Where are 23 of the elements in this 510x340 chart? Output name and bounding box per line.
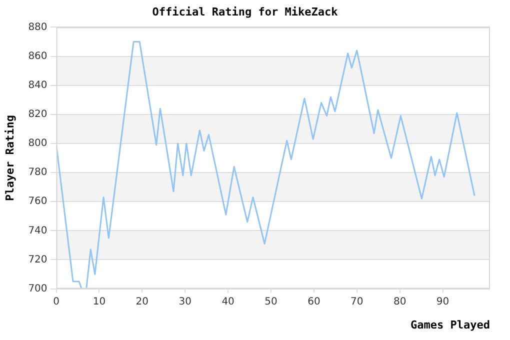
x-tick-label: 10 (92, 296, 106, 308)
x-tick-label: 70 (350, 296, 364, 308)
y-tick-label: 800 (28, 138, 48, 150)
y-tick-label: 860 (28, 50, 48, 62)
y-tick-label: 880 (28, 22, 48, 33)
x-tick-label: 90 (436, 296, 450, 308)
x-tick-label: 40 (222, 296, 234, 308)
x-axis-title: Games Played (410, 318, 490, 332)
y-tick-label: 700 (28, 283, 48, 294)
x-tick-label: 50 (264, 296, 278, 308)
y-tick-label: 840 (28, 80, 48, 91)
y-tick-label: 820 (28, 108, 48, 120)
chart-title: Official Rating for MikeZack (152, 5, 338, 18)
y-tick-label: 760 (28, 196, 48, 208)
y-tick-label: 720 (28, 254, 48, 266)
x-tick-label: 20 (136, 296, 149, 308)
x-tick-label: 0 (53, 296, 60, 308)
y-axis-title: Player Rating (3, 114, 16, 202)
x-tick-label: 30 (178, 296, 192, 308)
x-tick-label: 60 (308, 296, 320, 308)
x-tick-label: 80 (393, 296, 406, 308)
y-tick-label: 780 (28, 167, 48, 178)
y-tick-label: 740 (28, 225, 48, 236)
